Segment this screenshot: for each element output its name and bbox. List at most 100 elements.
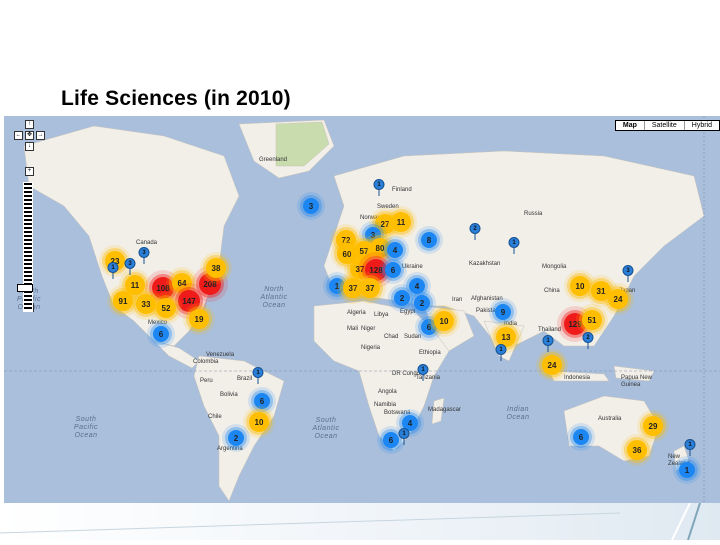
cluster-marker[interactable]: 2	[228, 430, 244, 446]
pin-stem	[112, 272, 114, 279]
cluster-marker[interactable]: 147	[178, 290, 200, 312]
map-type-control: Map Satellite Hybrid	[614, 120, 720, 131]
cluster-marker[interactable]: 33	[136, 294, 156, 314]
label-brazil: Brazil	[237, 376, 253, 382]
decorative-lines-icon	[0, 502, 701, 541]
cluster-marker[interactable]: 91	[113, 291, 133, 311]
zoom-slider-thumb[interactable]	[17, 284, 33, 292]
cluster-marker[interactable]: 6	[254, 393, 270, 409]
world-map[interactable]: Greenland Finland Sweden Norway Russia U…	[4, 116, 720, 503]
pan-center-icon[interactable]: ✥	[25, 131, 34, 140]
cluster-marker[interactable]: 51	[582, 310, 602, 330]
cluster-marker[interactable]: 9	[495, 304, 511, 320]
label-mexico: Mexico	[148, 320, 168, 326]
pin-stem	[547, 345, 549, 352]
label-drc: DR Congo	[392, 371, 421, 377]
map-type-satellite-button[interactable]: Satellite	[643, 121, 684, 130]
cluster-marker[interactable]: 27	[375, 214, 395, 234]
label-russia: Russia	[524, 211, 543, 217]
cluster-marker[interactable]: 4	[402, 415, 418, 431]
map-pin-icon[interactable]: 2	[582, 332, 594, 349]
label-angola: Angola	[378, 389, 397, 395]
label-chad: Chad	[384, 334, 399, 340]
cluster-marker[interactable]: 11	[125, 275, 145, 295]
cluster-marker[interactable]: 6	[383, 432, 399, 448]
zoom-in-button[interactable]: +	[25, 167, 34, 176]
cluster-marker[interactable]: 10	[249, 412, 269, 432]
pan-left-icon[interactable]: ←	[14, 131, 23, 140]
cluster-marker[interactable]: 6	[421, 319, 437, 335]
label-pakistan: Pakistan	[476, 308, 500, 314]
pin-stem	[587, 342, 589, 349]
map-pin-icon[interactable]: 3	[622, 265, 634, 282]
cluster-marker[interactable]: 37	[360, 278, 380, 298]
cluster-marker[interactable]: 80	[370, 238, 390, 258]
label-libya: Libya	[374, 312, 389, 318]
cluster-marker[interactable]: 6	[573, 429, 589, 445]
label-india: India	[504, 321, 518, 327]
pan-right-icon[interactable]: →	[36, 131, 45, 140]
label-finland: Finland	[392, 187, 412, 193]
label-chile: Chile	[208, 414, 222, 420]
cluster-marker[interactable]: 2	[394, 290, 410, 306]
map-pin-icon[interactable]: 3	[124, 258, 136, 275]
cluster-marker[interactable]: 1	[329, 278, 345, 294]
map-type-map-button[interactable]: Map	[622, 122, 637, 129]
cluster-marker[interactable]: 1	[679, 462, 695, 478]
cluster-marker[interactable]: 11	[391, 212, 411, 232]
pan-up-icon[interactable]: ↑	[25, 120, 34, 129]
pin-stem	[627, 275, 629, 282]
map-pin-icon[interactable]: 1	[542, 335, 554, 352]
cluster-marker[interactable]: 24	[608, 289, 628, 309]
cluster-marker[interactable]: 36	[627, 440, 647, 460]
cluster-marker[interactable]: 128	[365, 259, 387, 281]
zoom-slider-track[interactable]	[23, 182, 33, 312]
label-argentina: Argentina	[217, 446, 243, 452]
map-pin-icon[interactable]: 1	[684, 439, 696, 456]
pin-stem	[143, 257, 145, 264]
cluster-marker[interactable]: 10	[434, 311, 454, 331]
cluster-marker[interactable]: 29	[643, 416, 663, 436]
cluster-marker[interactable]: 208	[199, 273, 221, 295]
cluster-marker[interactable]: 13	[496, 327, 516, 347]
label-bolivia: Bolivia	[220, 392, 238, 398]
cluster-marker[interactable]: 4	[387, 242, 403, 258]
label-japan: Japan	[619, 288, 636, 294]
label-namibia: Namibia	[374, 402, 397, 408]
cluster-marker[interactable]: 37	[343, 278, 363, 298]
cluster-marker[interactable]: 64	[172, 273, 192, 293]
cluster-marker[interactable]: 10	[570, 276, 590, 296]
cluster-marker[interactable]: 38	[206, 258, 226, 278]
cluster-marker[interactable]: 4	[409, 278, 425, 294]
cluster-marker[interactable]: 19	[189, 309, 209, 329]
cluster-marker[interactable]: 52	[156, 298, 176, 318]
map-type-hybrid-button[interactable]: Hybrid	[683, 121, 719, 130]
map-pin-icon[interactable]: 1	[373, 179, 385, 196]
cluster-marker[interactable]: 129	[564, 313, 586, 335]
cluster-marker[interactable]: 8	[421, 232, 437, 248]
map-pin-icon[interactable]: 1	[107, 262, 119, 279]
cluster-marker[interactable]: 3	[303, 198, 319, 214]
label-new-zealand: New Zealand	[668, 454, 690, 467]
cluster-marker[interactable]: 31	[591, 281, 611, 301]
label-afghanistan: Afghanistan	[471, 296, 503, 302]
cluster-marker[interactable]: 57	[354, 241, 374, 261]
label-greenland: Greenland	[259, 157, 288, 163]
cluster-marker[interactable]: 108	[152, 277, 174, 299]
label-algeria: Algeria	[347, 310, 366, 316]
map-pin-icon[interactable]: 1	[398, 428, 410, 445]
cluster-marker[interactable]: 2	[414, 295, 430, 311]
map-pin-icon[interactable]: 3	[138, 247, 150, 264]
pan-down-icon[interactable]: ↓	[25, 142, 34, 151]
map-pin-icon[interactable]: 1	[495, 344, 507, 361]
map-pin-icon[interactable]: 1	[417, 364, 429, 381]
cluster-marker[interactable]: 24	[542, 355, 562, 375]
map-pin-icon[interactable]: 1	[252, 367, 264, 384]
cluster-marker[interactable]: 6	[385, 262, 401, 278]
cluster-marker[interactable]: 60	[337, 244, 357, 264]
map-pin-icon[interactable]: 1	[508, 237, 520, 254]
cluster-marker[interactable]: 6	[153, 326, 169, 342]
slide-footer-decoration	[0, 502, 720, 541]
map-pin-icon[interactable]: 2	[469, 223, 481, 240]
ocean-south-atlantic: South Atlantic Ocean	[312, 417, 340, 440]
